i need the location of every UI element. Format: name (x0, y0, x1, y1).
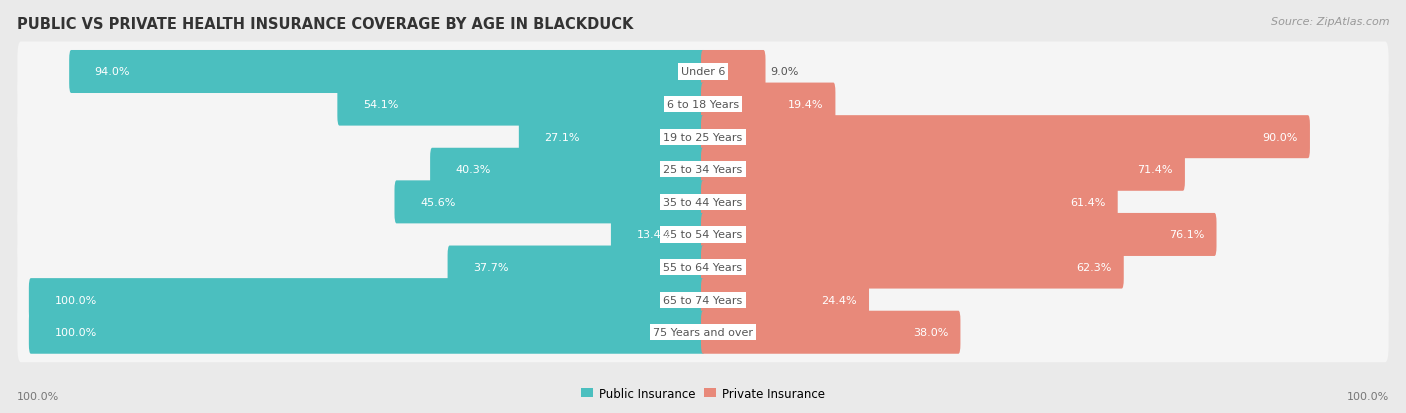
Text: PUBLIC VS PRIVATE HEALTH INSURANCE COVERAGE BY AGE IN BLACKDUCK: PUBLIC VS PRIVATE HEALTH INSURANCE COVER… (17, 17, 633, 31)
Text: 62.3%: 62.3% (1076, 262, 1112, 273)
Text: 37.7%: 37.7% (474, 262, 509, 273)
Text: 100.0%: 100.0% (55, 295, 97, 305)
FancyBboxPatch shape (17, 75, 1389, 135)
FancyBboxPatch shape (30, 278, 704, 321)
Text: Under 6: Under 6 (681, 67, 725, 77)
Text: 35 to 44 Years: 35 to 44 Years (664, 197, 742, 207)
FancyBboxPatch shape (612, 214, 704, 256)
FancyBboxPatch shape (430, 148, 704, 191)
FancyBboxPatch shape (17, 302, 1389, 362)
Text: 27.1%: 27.1% (544, 132, 579, 142)
Text: 100.0%: 100.0% (1347, 391, 1389, 401)
FancyBboxPatch shape (17, 43, 1389, 102)
Text: 94.0%: 94.0% (94, 67, 131, 77)
Text: 54.1%: 54.1% (363, 100, 398, 110)
Text: 100.0%: 100.0% (17, 391, 59, 401)
FancyBboxPatch shape (69, 51, 704, 94)
FancyBboxPatch shape (395, 181, 704, 224)
Text: 24.4%: 24.4% (821, 295, 856, 305)
Text: 45 to 54 Years: 45 to 54 Years (664, 230, 742, 240)
FancyBboxPatch shape (17, 107, 1389, 167)
FancyBboxPatch shape (17, 173, 1389, 232)
FancyBboxPatch shape (17, 237, 1389, 297)
Text: 55 to 64 Years: 55 to 64 Years (664, 262, 742, 273)
FancyBboxPatch shape (702, 116, 1310, 159)
FancyBboxPatch shape (702, 181, 1118, 224)
FancyBboxPatch shape (702, 51, 765, 94)
Text: 71.4%: 71.4% (1137, 165, 1173, 175)
Text: 90.0%: 90.0% (1263, 132, 1298, 142)
Text: 13.4%: 13.4% (637, 230, 672, 240)
Text: 75 Years and over: 75 Years and over (652, 328, 754, 337)
Text: 9.0%: 9.0% (770, 67, 799, 77)
FancyBboxPatch shape (702, 311, 960, 354)
Legend: Public Insurance, Private Insurance: Public Insurance, Private Insurance (576, 382, 830, 404)
Text: 38.0%: 38.0% (912, 328, 948, 337)
FancyBboxPatch shape (702, 278, 869, 321)
FancyBboxPatch shape (702, 214, 1216, 256)
FancyBboxPatch shape (337, 83, 704, 126)
FancyBboxPatch shape (702, 148, 1185, 191)
FancyBboxPatch shape (17, 205, 1389, 265)
Text: 76.1%: 76.1% (1168, 230, 1205, 240)
Text: 65 to 74 Years: 65 to 74 Years (664, 295, 742, 305)
FancyBboxPatch shape (17, 140, 1389, 200)
FancyBboxPatch shape (702, 83, 835, 126)
Text: 61.4%: 61.4% (1070, 197, 1105, 207)
Text: 100.0%: 100.0% (55, 328, 97, 337)
Text: 45.6%: 45.6% (420, 197, 456, 207)
FancyBboxPatch shape (519, 116, 704, 159)
FancyBboxPatch shape (447, 246, 704, 289)
Text: 19.4%: 19.4% (787, 100, 824, 110)
FancyBboxPatch shape (30, 311, 704, 354)
Text: 40.3%: 40.3% (456, 165, 491, 175)
FancyBboxPatch shape (702, 246, 1123, 289)
Text: 6 to 18 Years: 6 to 18 Years (666, 100, 740, 110)
Text: Source: ZipAtlas.com: Source: ZipAtlas.com (1271, 17, 1389, 26)
Text: 19 to 25 Years: 19 to 25 Years (664, 132, 742, 142)
FancyBboxPatch shape (17, 270, 1389, 330)
Text: 25 to 34 Years: 25 to 34 Years (664, 165, 742, 175)
